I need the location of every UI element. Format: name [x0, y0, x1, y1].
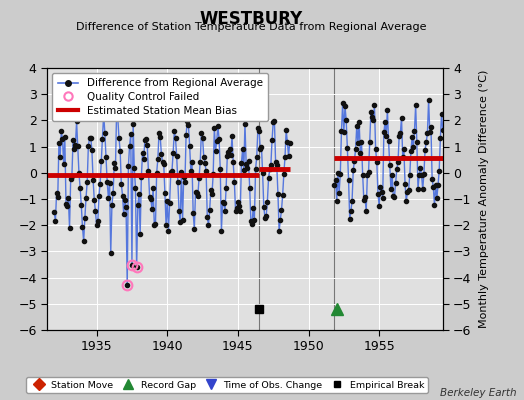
Text: Difference of Station Temperature Data from Regional Average: Difference of Station Temperature Data f…	[77, 22, 427, 32]
Y-axis label: Monthly Temperature Anomaly Difference (°C): Monthly Temperature Anomaly Difference (…	[478, 70, 489, 328]
Legend: Station Move, Record Gap, Time of Obs. Change, Empirical Break: Station Move, Record Gap, Time of Obs. C…	[26, 377, 428, 393]
Legend: Difference from Regional Average, Quality Control Failed, Estimated Station Mean: Difference from Regional Average, Qualit…	[52, 73, 268, 121]
Text: Berkeley Earth: Berkeley Earth	[440, 388, 516, 398]
Text: WESTBURY: WESTBURY	[200, 10, 303, 28]
